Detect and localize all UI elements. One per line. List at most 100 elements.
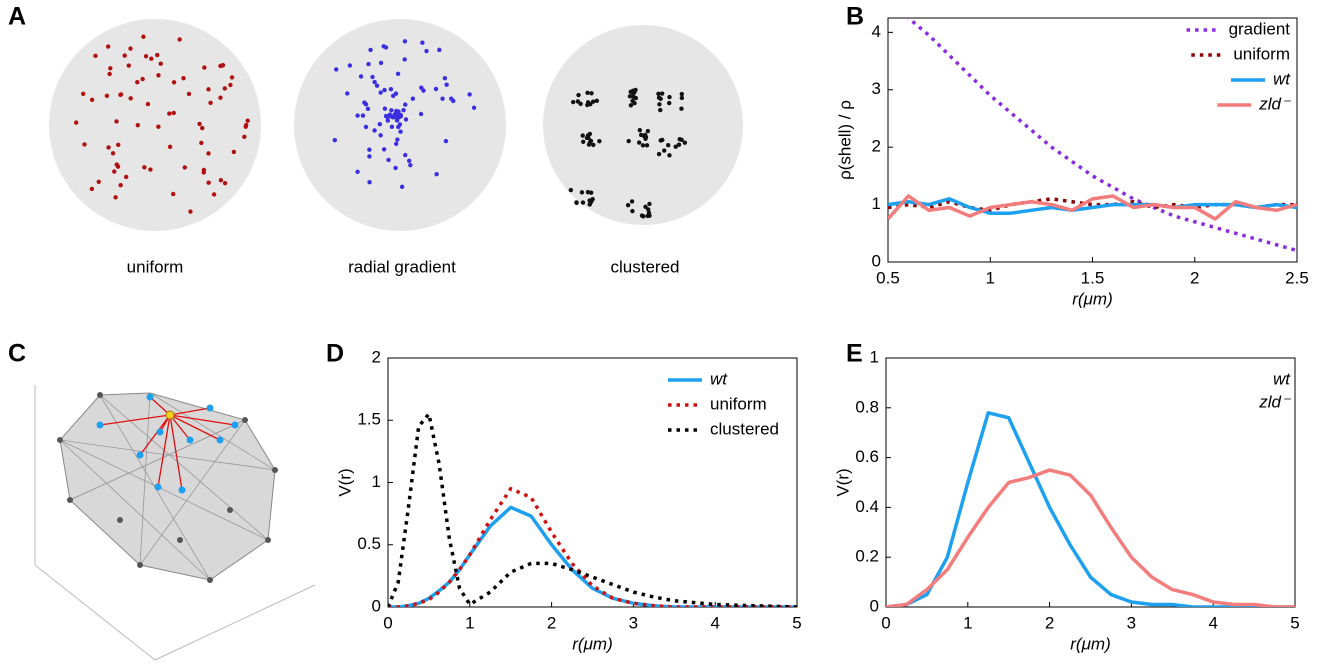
- dot: [597, 139, 602, 144]
- dot: [206, 87, 211, 92]
- dot: [434, 171, 439, 177]
- y-axis-label: V(r): [335, 468, 354, 496]
- dot: [206, 180, 211, 185]
- x-tick-label: 5: [792, 613, 801, 632]
- dot: [112, 169, 117, 174]
- dot: [383, 45, 389, 50]
- dot: [367, 147, 372, 152]
- dot: [141, 34, 146, 39]
- dot: [403, 117, 409, 122]
- y-axis-label: V(r): [833, 468, 852, 496]
- dot: [372, 128, 377, 133]
- dot: [641, 214, 646, 219]
- dot: [408, 162, 413, 168]
- dot: [394, 141, 399, 147]
- dot: [363, 124, 369, 130]
- dot: [143, 54, 149, 59]
- dot: [442, 75, 448, 81]
- dot: [443, 138, 449, 144]
- dot: [113, 195, 118, 200]
- x-tick-label: 4: [710, 613, 719, 632]
- legend-label: clustered: [710, 419, 779, 438]
- dot: [644, 143, 650, 148]
- dot: [632, 90, 637, 95]
- y-tick-label: 0: [872, 251, 881, 270]
- dot: [574, 200, 579, 206]
- x-axis-label: r(μm): [572, 634, 612, 653]
- dot: [591, 142, 596, 148]
- dot: [579, 190, 585, 195]
- dot: [628, 89, 633, 94]
- dot: [222, 180, 228, 186]
- dot: [587, 131, 593, 137]
- x-tick-label: 3: [1127, 613, 1136, 632]
- y-tick-label: 0.6: [855, 447, 879, 466]
- x-tick-label: 2: [547, 613, 556, 632]
- dot: [104, 93, 110, 99]
- dot: [148, 167, 153, 172]
- dot: [632, 101, 637, 106]
- dot: [402, 57, 407, 62]
- dot: [656, 91, 661, 96]
- series-line: [888, 197, 1297, 213]
- dot: [433, 86, 439, 92]
- dot: [367, 180, 372, 185]
- dot: [115, 164, 121, 169]
- dot: [381, 147, 387, 152]
- y-tick-label: 0: [372, 596, 381, 615]
- dot: [647, 201, 652, 207]
- dot: [347, 63, 353, 68]
- dot: [378, 90, 383, 95]
- dot: [211, 192, 217, 197]
- dot: [89, 186, 95, 192]
- dot: [366, 61, 371, 67]
- dot: [676, 142, 682, 147]
- dot: [396, 109, 401, 114]
- dot: [590, 99, 596, 104]
- dot: [388, 86, 394, 92]
- dot: [355, 113, 360, 118]
- dot: [243, 124, 248, 129]
- y-tick-label: 1: [372, 472, 381, 491]
- dot: [393, 165, 398, 171]
- series-line: [388, 412, 797, 607]
- dot: [628, 103, 634, 108]
- dot: [403, 152, 408, 158]
- dot: [679, 106, 684, 111]
- dot: [637, 127, 643, 133]
- dot: [114, 119, 119, 124]
- dot: [410, 96, 416, 101]
- series-line: [388, 486, 797, 607]
- dot: [594, 98, 600, 104]
- dot: [122, 53, 127, 58]
- nucleus-disc: [49, 19, 261, 231]
- dot: [358, 74, 364, 79]
- legend-label: wt: [1273, 69, 1291, 88]
- neighbor-nodes: [96, 393, 239, 494]
- x-tick-label: 1: [986, 268, 995, 287]
- panel-label: C: [8, 340, 26, 368]
- dot: [181, 76, 186, 81]
- dot: [378, 133, 383, 138]
- dot: [368, 47, 373, 53]
- dot: [365, 106, 371, 111]
- dot: [389, 108, 394, 113]
- dot: [171, 191, 176, 197]
- y-tick-label: 0.4: [855, 497, 879, 516]
- dot: [673, 144, 678, 149]
- dot: [363, 102, 369, 107]
- dot: [682, 140, 688, 145]
- legend-label: gradient: [1229, 19, 1291, 38]
- dot: [667, 94, 672, 100]
- neighbor-links: [99, 396, 236, 491]
- dot: [587, 202, 592, 207]
- dot: [177, 37, 182, 42]
- dot: [656, 151, 662, 157]
- dot: [378, 60, 384, 66]
- dot: [110, 151, 116, 156]
- dot: [646, 207, 651, 212]
- dot: [467, 92, 472, 97]
- y-tick-label: 0.8: [855, 397, 879, 416]
- dot: [662, 148, 667, 153]
- dot: [570, 99, 576, 105]
